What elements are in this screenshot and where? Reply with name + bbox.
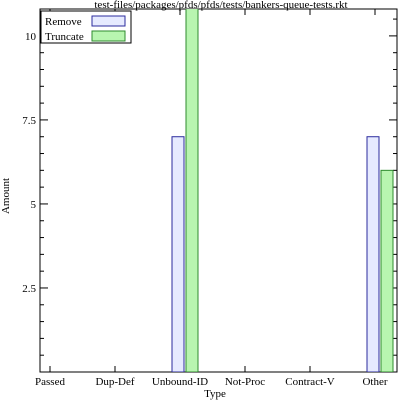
x-tick-label: Contract-V xyxy=(285,376,335,388)
x-axis-title: Type xyxy=(204,388,226,400)
x-tick-label: Not-Proc xyxy=(225,376,265,388)
bar-truncate-unbound-id xyxy=(185,9,199,372)
bars xyxy=(171,9,394,372)
x-tick-label: Unbound-ID xyxy=(152,376,208,388)
y-tick-label: 2.5 xyxy=(22,283,36,295)
bar-truncate-other xyxy=(380,169,394,372)
chart-title: test-files/packages/pfds/pfds/tests/bank… xyxy=(94,0,347,11)
y-tick-label: 7.5 xyxy=(22,115,36,127)
x-tick-label: Passed xyxy=(35,376,65,388)
legend-label: Remove xyxy=(45,16,82,28)
x-tick-label: Other xyxy=(362,376,387,388)
y-tick-label: 10 xyxy=(25,31,37,43)
legend-swatch xyxy=(91,30,126,42)
legend-swatch xyxy=(91,15,126,27)
bar-remove-unbound-id xyxy=(171,136,185,372)
x-tick-label: Dup-Def xyxy=(95,376,134,388)
bar-remove-other xyxy=(366,136,380,372)
y-axis-title: Amount xyxy=(0,178,12,214)
plot-border xyxy=(39,8,398,373)
plot-area xyxy=(39,8,398,373)
y-tick-label: 5 xyxy=(31,199,37,211)
legend-label: Truncate xyxy=(45,31,84,43)
legend: Remove Truncate xyxy=(40,10,132,44)
x-axis-ticks: Passed Dup-Def Unbound-ID Not-Proc Contract-… xyxy=(35,9,388,388)
